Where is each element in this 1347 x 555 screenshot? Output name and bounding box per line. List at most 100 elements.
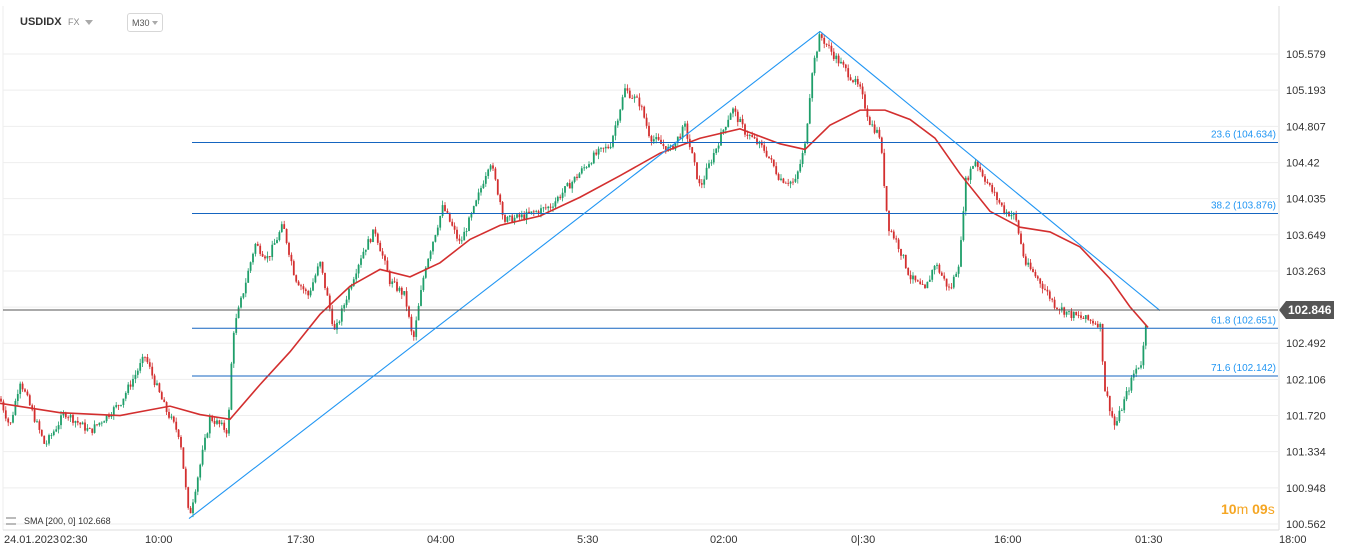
candle-body: [712, 152, 715, 163]
candle-body: [777, 174, 780, 180]
candle-body: [297, 281, 300, 286]
trendline[interactable]: [819, 30, 1161, 312]
candle-body: [223, 422, 226, 430]
candle-body: [57, 425, 60, 430]
candle-body: [1111, 411, 1114, 417]
candle-body: [645, 117, 648, 126]
candle-body: [679, 136, 682, 139]
candle-body: [842, 61, 845, 65]
candle-body: [436, 227, 439, 236]
candle-body: [741, 118, 744, 125]
candle-body: [460, 240, 463, 242]
candle-body: [372, 229, 374, 243]
candle-body: [974, 161, 977, 167]
candle-body: [664, 146, 667, 152]
y-tick-label: 103.649: [1286, 230, 1326, 242]
candle-body: [484, 175, 487, 184]
candle-body: [204, 437, 206, 450]
candle-body: [1034, 271, 1037, 277]
candle-body: [283, 224, 286, 229]
candle-body: [81, 422, 84, 425]
candle-body: [568, 183, 571, 189]
indicator-legend[interactable]: SMA [200, 0] 102.668: [6, 516, 111, 526]
y-tick-label: 100.562: [1286, 519, 1326, 531]
y-tick-label: 101.720: [1286, 411, 1326, 423]
candle-body: [643, 106, 646, 118]
candle-body: [172, 416, 175, 422]
candle-body: [631, 97, 634, 99]
candle-body: [547, 206, 550, 209]
candle-body: [595, 152, 598, 155]
candle-body: [412, 331, 415, 337]
candle-body: [703, 179, 706, 185]
candle-body: [50, 435, 53, 436]
candle-body: [124, 392, 127, 399]
candle-body: [477, 192, 480, 201]
candle-body: [597, 148, 600, 155]
candles-layer: [0, 31, 1147, 518]
candle-body: [1118, 410, 1121, 422]
candle-body: [938, 264, 941, 273]
candle-body: [266, 256, 269, 259]
candle-body: [93, 424, 96, 433]
countdown-minutes-unit: m: [1236, 501, 1249, 517]
candle-body: [36, 421, 38, 423]
candle-body: [506, 216, 509, 222]
candle-body: [672, 145, 674, 150]
candle-body: [1041, 283, 1044, 289]
candle-body: [420, 290, 422, 306]
candle-body: [681, 126, 684, 139]
candle-body: [847, 68, 850, 78]
candle-body: [818, 34, 821, 52]
candle-body: [1116, 421, 1118, 426]
candle-body: [981, 170, 984, 177]
indicator-settings-icon[interactable]: [6, 517, 16, 525]
candle-body: [326, 288, 329, 296]
chevron-down-icon: [151, 20, 158, 25]
symbol-label[interactable]: USDIDX: [20, 16, 62, 28]
trendlines-layer[interactable]: [188, 30, 1161, 520]
candle-body: [129, 384, 132, 387]
fib-level-label: 71.6 (102.142): [1211, 363, 1276, 374]
candle-body: [717, 145, 720, 149]
trendline[interactable]: [188, 30, 821, 520]
candle-body: [1101, 323, 1104, 362]
candle-body: [465, 230, 468, 232]
candle-body: [448, 212, 451, 222]
candle-body: [823, 37, 826, 44]
candle-body: [868, 117, 871, 125]
candle-body: [756, 138, 758, 144]
candle-body: [866, 108, 869, 118]
candle-body: [1036, 276, 1039, 279]
candle-body: [564, 186, 566, 193]
candle-body: [98, 422, 101, 425]
candle-body: [158, 383, 161, 393]
timeframe-selector[interactable]: M30: [127, 13, 163, 32]
candle-body: [201, 449, 204, 465]
candle-body: [592, 152, 595, 164]
candle-body: [816, 51, 818, 58]
candle-body: [504, 215, 506, 222]
candle-body: [280, 224, 283, 233]
x-axis[interactable]: 24.01.2023 02:30 10:00 17:30 04:00 5:30 02:00 0…: [3, 529, 1307, 546]
candle-body: [828, 44, 830, 46]
candle-body: [794, 178, 797, 182]
candle-body: [367, 239, 370, 250]
candle-body: [364, 249, 367, 252]
fib-levels-layer[interactable]: 23.6 (104.634) 38.2 (103.876) 61.8 (102.65…: [192, 130, 1278, 377]
candle-body: [482, 183, 485, 189]
candle-body: [1048, 291, 1051, 299]
candle-body: [787, 182, 790, 184]
market-selector[interactable]: FX: [68, 12, 93, 32]
candle-body: [1099, 323, 1102, 328]
candle-body: [614, 125, 617, 136]
candle-body: [453, 225, 456, 230]
candle-body: [156, 383, 158, 386]
y-axis[interactable]: 105.579 105.193 104.807 104.42 104.035 103.64…: [1278, 6, 1326, 531]
candle-body: [856, 78, 859, 85]
candle-body: [674, 141, 677, 150]
candle-body: [396, 281, 398, 291]
candle-body: [1005, 211, 1008, 213]
candle-body: [619, 109, 622, 121]
